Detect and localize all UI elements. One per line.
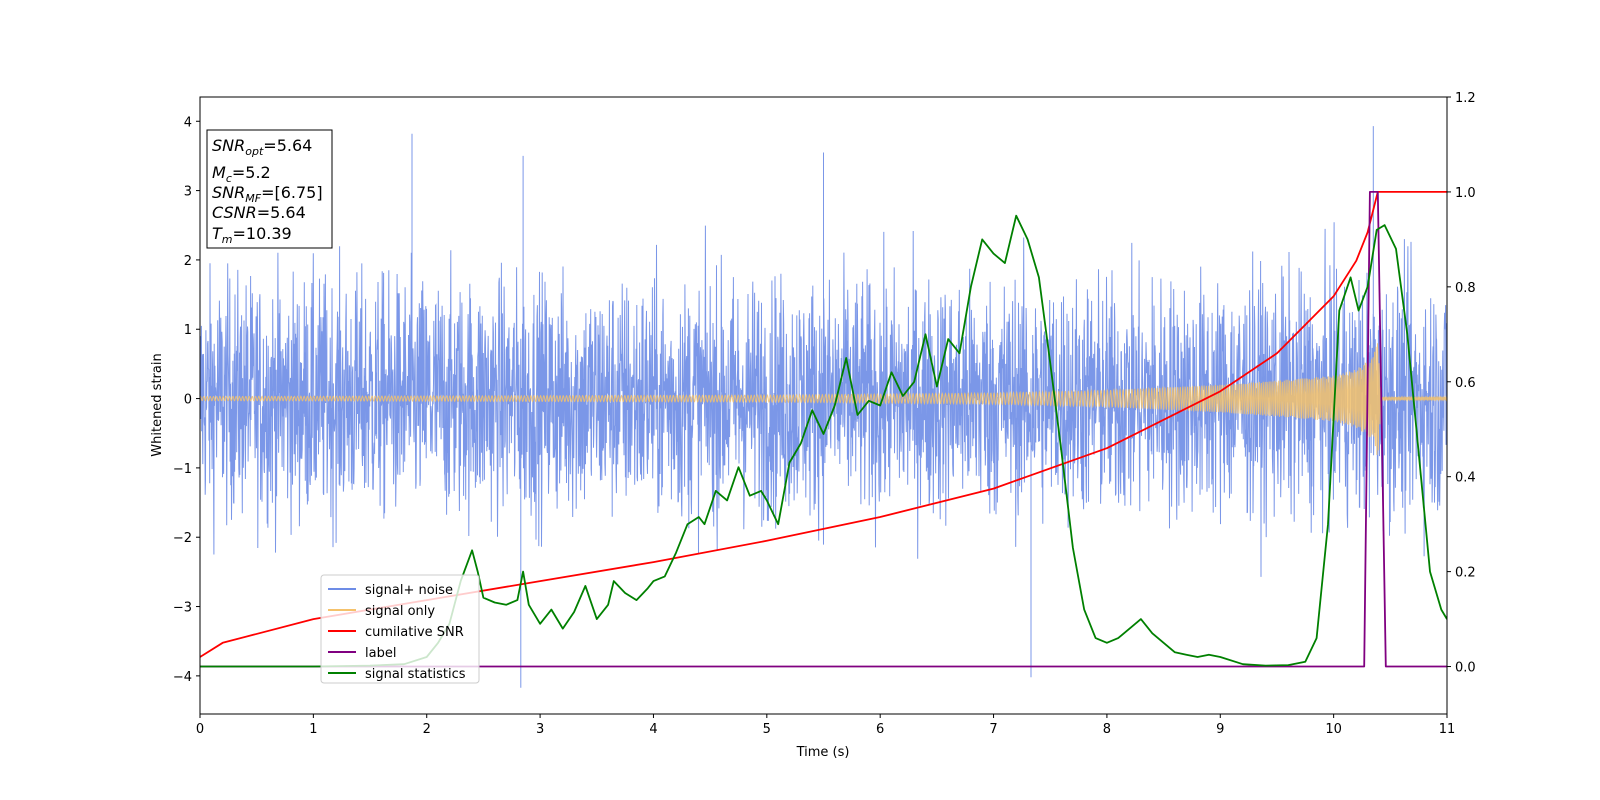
legend-entry: signal statistics xyxy=(365,667,466,682)
x-tick-label: 5 xyxy=(763,722,771,737)
y2-tick-label: 0.6 xyxy=(1455,376,1476,391)
legend-entry: cumilative SNR xyxy=(365,625,464,640)
y2-tick-label: 0.2 xyxy=(1455,566,1476,581)
x-tick-label: 1 xyxy=(309,722,317,737)
x-tick-label: 10 xyxy=(1325,722,1342,737)
annotation-snr-mf: SNRMF=[6.75] xyxy=(212,183,323,205)
x-tick-label: 9 xyxy=(1216,722,1224,737)
y-axis-label: Whitened strain xyxy=(150,353,165,456)
y2-tick-label: 0.0 xyxy=(1455,661,1476,676)
y-tick-label: −2 xyxy=(173,531,192,546)
x-tick-label: 2 xyxy=(423,722,431,737)
x-tick-label: 0 xyxy=(196,722,204,737)
y-tick-label: 4 xyxy=(184,115,192,130)
y-tick-label: 2 xyxy=(184,254,192,269)
y-tick-label: 0 xyxy=(184,393,192,408)
y-tick-label: −3 xyxy=(173,601,192,616)
snr-annotation-box: SNRopt=5.64 Mc=5.2 SNRMF=[6.75] CSNR=5.6… xyxy=(207,130,332,248)
x-tick-label: 4 xyxy=(649,722,657,737)
x-tick-label: 8 xyxy=(1103,722,1111,737)
x-tick-label: 3 xyxy=(536,722,544,737)
y2-tick-label: 1.2 xyxy=(1455,91,1476,106)
y2-tick-label: 0.4 xyxy=(1455,471,1476,486)
y-tick-label: 1 xyxy=(184,323,192,338)
annotation-mc: Mc=5.2 xyxy=(212,163,271,185)
y-tick-label: 3 xyxy=(184,185,192,200)
annotation-csnr: CSNR=5.64 xyxy=(212,203,306,222)
y2-tick-label: 1.0 xyxy=(1455,186,1476,201)
y2-tick-label: 0.8 xyxy=(1455,281,1476,296)
legend-entry: label xyxy=(365,646,396,661)
y-tick-label: −1 xyxy=(173,462,192,477)
x-tick-label: 6 xyxy=(876,722,884,737)
legend-entry: signal only xyxy=(365,604,435,619)
x-tick-label: 11 xyxy=(1439,722,1456,737)
legend: signal+ noise signal only cumilative SNR la… xyxy=(321,575,479,683)
x-tick-label: 7 xyxy=(989,722,997,737)
legend-entry: signal+ noise xyxy=(365,583,453,598)
y-tick-label: −4 xyxy=(173,670,192,685)
x-axis-label: Time (s) xyxy=(796,745,850,760)
